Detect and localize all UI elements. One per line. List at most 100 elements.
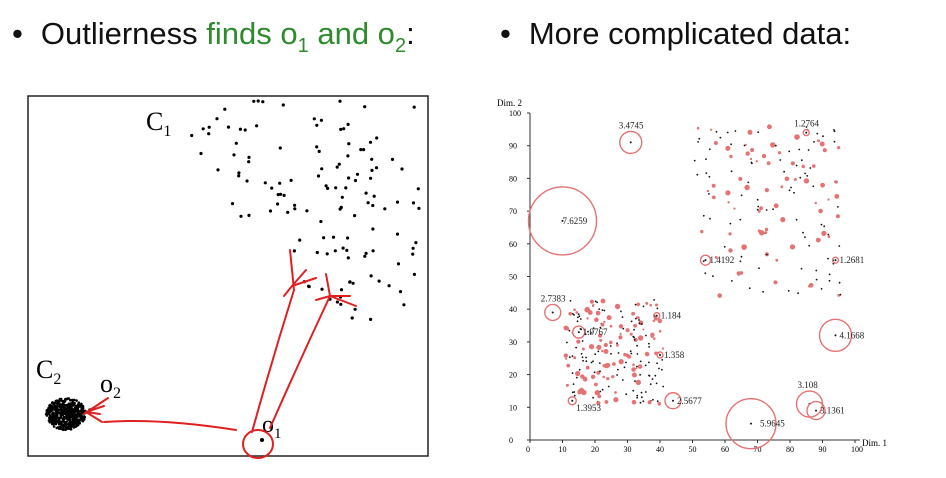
chart-point (625, 393, 628, 396)
chart-point (789, 244, 796, 250)
c2-point (78, 404, 82, 407)
chart-point (765, 209, 768, 211)
c1-point (247, 213, 251, 217)
chart-point (629, 350, 632, 353)
c1-point (370, 168, 374, 172)
c1-point (366, 201, 370, 205)
outlier-marker: 1.2764 (794, 119, 820, 137)
c2-point (48, 404, 51, 407)
c1-point (369, 176, 373, 180)
outlier-point (834, 259, 837, 262)
chart-point (712, 275, 714, 277)
c2-point (59, 413, 62, 417)
c1-point (398, 290, 403, 294)
c1-point (232, 153, 236, 157)
chart-point (658, 367, 660, 370)
chart-point (656, 362, 658, 365)
c1-point (319, 118, 323, 122)
chart-point (661, 359, 664, 361)
c2-point (69, 427, 73, 431)
chart-point (581, 389, 587, 396)
chart-point (757, 205, 760, 208)
c2-point (67, 409, 70, 413)
chart-point (636, 394, 639, 397)
y-tick-label: 70 (509, 207, 517, 216)
outlier-point (571, 399, 574, 402)
chart-point (598, 308, 601, 310)
c1-point (363, 105, 367, 109)
chart-point (623, 366, 626, 369)
c1-point (286, 210, 290, 214)
chart-point (808, 244, 811, 247)
chart-point (573, 391, 576, 393)
chart-point (618, 335, 623, 340)
c1-point (245, 179, 249, 183)
chart-point (759, 206, 763, 211)
chart-point (596, 344, 602, 350)
outlier-marker: 1.184 (653, 311, 682, 321)
x-tick-label: 80 (786, 445, 794, 454)
chart-point (616, 374, 618, 376)
chart-point (780, 217, 786, 223)
chart-point (621, 316, 624, 318)
chart-point (805, 126, 808, 128)
chart-point (636, 353, 639, 355)
c1-point (316, 174, 321, 178)
header-text: Outlierness (40, 16, 207, 51)
c1-point (369, 274, 373, 278)
chart-point (801, 164, 805, 169)
x-tick-label: 50 (689, 445, 697, 454)
chart-point (719, 136, 722, 139)
c2-point (63, 411, 66, 414)
c2-point (56, 409, 60, 413)
c2-point (63, 398, 67, 402)
chart-point (738, 176, 743, 181)
chart-point (622, 327, 625, 330)
chart-point (594, 382, 598, 387)
chart-point (609, 324, 613, 328)
chart-point (639, 360, 642, 363)
chart-point (604, 400, 609, 404)
c2-point (53, 407, 57, 410)
c1-point (377, 279, 381, 283)
c2-point (71, 417, 74, 421)
chart-point (757, 209, 761, 213)
c1-point (276, 193, 280, 197)
chart-point (571, 355, 574, 357)
c2-point (59, 397, 63, 401)
chart-point (629, 332, 633, 336)
chart-point (598, 362, 601, 364)
c1-point (278, 181, 282, 185)
arrow-head-c1-a (283, 249, 317, 297)
y-tick-label: 30 (509, 338, 517, 347)
chart-point (631, 311, 635, 316)
chart-point (652, 319, 655, 323)
chart-point (585, 365, 590, 370)
c1-point (334, 186, 338, 190)
chart-point (563, 353, 568, 358)
c1-point (215, 117, 219, 121)
x-tick-label: 0 (526, 445, 530, 454)
c1-point (255, 124, 259, 128)
c1-point (346, 236, 350, 240)
c2-point (65, 420, 69, 423)
c1-point (268, 209, 273, 213)
chart-point (638, 322, 641, 325)
chart-point (740, 194, 743, 197)
chart-point (802, 231, 804, 234)
outlier-marker: 3.1361 (806, 400, 845, 421)
c1-point (396, 262, 401, 266)
c2-point (76, 406, 80, 409)
and-o: and o (308, 16, 395, 51)
c2-point (57, 419, 60, 422)
chart-point (648, 361, 650, 364)
c1-point (375, 136, 379, 140)
chart-point (764, 231, 768, 234)
chart-point (636, 316, 639, 319)
chart-point (730, 170, 733, 173)
chart-point (633, 328, 635, 331)
chart-point (642, 400, 645, 403)
chart-point (839, 293, 842, 296)
chart-point (705, 158, 707, 161)
chart-point (601, 309, 604, 311)
